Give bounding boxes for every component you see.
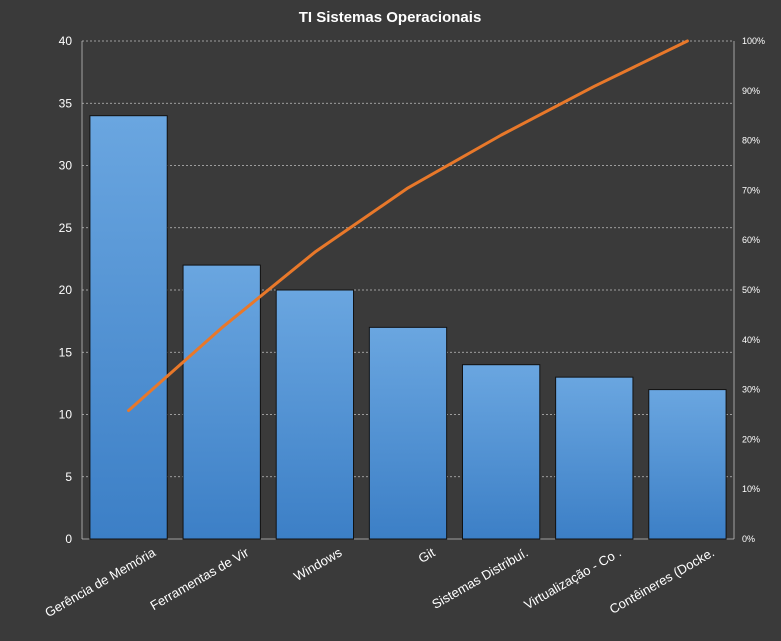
y2-tick-label: 70% [742, 185, 760, 195]
bar [368, 326, 448, 540]
y2-tick-label: 30% [742, 385, 760, 395]
bar [461, 364, 541, 540]
bar [275, 289, 355, 540]
chart-title: TI Sistemas Operacionais [299, 9, 482, 26]
y-tick-label: 35 [59, 96, 73, 110]
y-tick-label: 5 [65, 470, 72, 484]
bars [89, 115, 727, 540]
y2-tick-label: 90% [742, 86, 760, 96]
y2-tick-label: 50% [742, 285, 760, 295]
x-tick-label: Windows [291, 544, 345, 584]
y-axis-left: 0 5 10 15 20 25 30 35 40 [59, 34, 734, 546]
y-tick-label: 20 [59, 283, 73, 297]
cumulative-line [127, 39, 689, 413]
bar [182, 264, 261, 540]
x-tick-label: Ferramentas de Vir [148, 544, 252, 613]
y2-tick-label: 10% [742, 484, 760, 494]
y2-tick-label: 0% [742, 534, 755, 544]
x-tick-label: Gerência de Memória [42, 544, 158, 620]
y-axis-right: 0% 10% 20% 30% 40% 50% 60% 70% 80% 90% 100% [733, 36, 765, 544]
y-tick-label: 40 [59, 34, 73, 48]
bar [89, 115, 168, 540]
bar [648, 389, 727, 540]
y-tick-label: 15 [59, 345, 73, 359]
y2-tick-label: 20% [742, 434, 760, 444]
x-tick-label: Contêineres (Docke. [607, 545, 717, 617]
y-tick-label: 25 [59, 221, 73, 235]
x-tick-label: Git [416, 544, 438, 565]
y-tick-label: 10 [59, 408, 73, 422]
y2-tick-label: 40% [742, 335, 760, 345]
y2-tick-label: 100% [742, 36, 765, 46]
x-tick-label: Sistemas Distribuí. [429, 545, 530, 612]
y-tick-label: 30 [59, 159, 73, 173]
y2-tick-label: 60% [742, 235, 760, 245]
y2-tick-label: 80% [742, 136, 760, 146]
y-tick-label: 0 [65, 532, 72, 546]
bar [555, 376, 634, 540]
